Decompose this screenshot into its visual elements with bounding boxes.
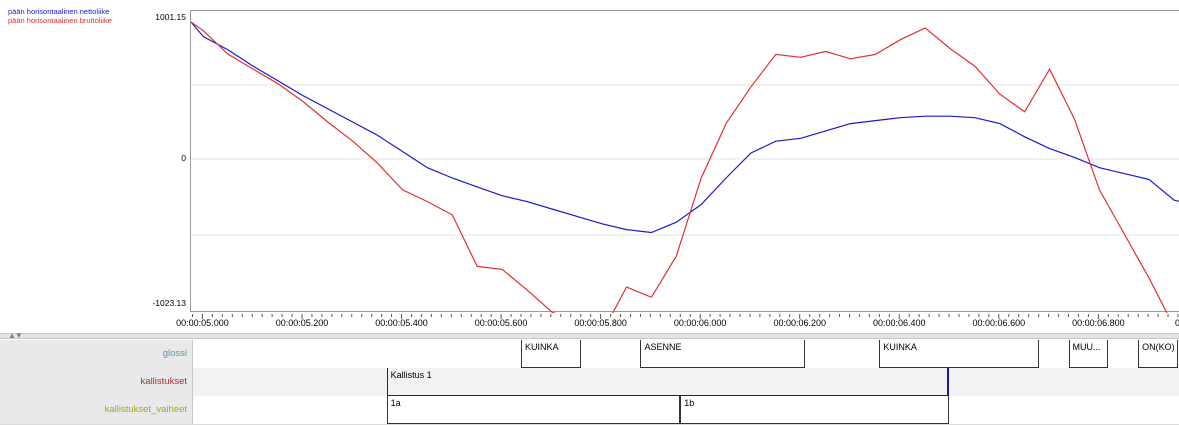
collapse-arrows-icon[interactable]: ▲▼ — [8, 331, 23, 340]
legend-item-brutto: pään horisontaalinen bruttoliike — [8, 16, 112, 25]
annotation-label: Kallistus 1 — [390, 370, 432, 380]
time-tick-label: 00:00:06.000 — [673, 318, 727, 328]
time-tick-label: 0 — [1175, 318, 1179, 328]
series-layer — [191, 21, 1179, 313]
y-axis-zero-label: 0 — [181, 153, 186, 163]
series-line-brutto — [191, 21, 1168, 313]
time-tick-label: 00:00:06.800 — [1072, 318, 1125, 328]
annotation-segment[interactable]: KUINKA — [520, 340, 581, 368]
time-ruler[interactable]: 00:00:05.000 00:00:05.200 00:00:05.400 00:0… — [176, 314, 1179, 333]
panel-divider[interactable]: ▲▼ — [0, 331, 1179, 340]
time-tick-label: 00:00:06.400 — [872, 318, 926, 328]
annotation-label: KUINKA — [883, 342, 917, 352]
annotation-segment[interactable]: MUU... — [1068, 340, 1109, 368]
annotation-segment[interactable]: Kallistus 1 — [386, 368, 950, 396]
time-tick-label: 00:00:05.600 — [474, 318, 528, 328]
tier-row-kallistukset[interactable]: kallistukset Kallistus 1 — [0, 368, 1179, 397]
tier-label[interactable]: kallistukset — [0, 368, 193, 396]
annotation-segment[interactable]: KUINKA — [879, 340, 1039, 368]
annotation-segment[interactable]: ASENNE — [640, 340, 805, 368]
annotation-segment[interactable]: ON(KO) — [1138, 340, 1178, 368]
annotation-segment[interactable]: 1a — [386, 396, 681, 424]
time-tick-label: 00:00:05.800 — [574, 318, 627, 328]
series-line-netto — [191, 21, 1179, 234]
y-axis-min-label: -1023.13 — [152, 298, 186, 308]
time-tick-label: 00:00:05.400 — [375, 318, 428, 328]
time-tick-label: 00:00:06.200 — [773, 318, 826, 328]
signal-plot — [191, 21, 1179, 313]
y-axis-max-label: 1001.15 — [155, 12, 186, 22]
tier-row-glossi[interactable]: glossi KUINKA ASENNE KUINKA MUU... ON(KO) — [0, 340, 1179, 369]
legend-item-netto: pään horisontaalinen nettoliike — [8, 7, 110, 16]
time-tick-label: 00:00:05.200 — [275, 318, 329, 328]
tier-track[interactable]: KUINKA ASENNE KUINKA MUU... ON(KO) — [194, 340, 1179, 368]
time-tick-label: 00:00:05.000 — [176, 318, 229, 328]
annotation-label: 1a — [390, 398, 401, 408]
tier-label[interactable]: glossi — [0, 340, 193, 368]
tier-label[interactable]: kallistukset_vaiheet — [0, 396, 193, 424]
tier-row-kallistukset-vaiheet[interactable]: kallistukset_vaiheet 1a 1b — [0, 396, 1179, 425]
annotation-label: 1b — [684, 398, 695, 408]
annotation-label: ASENNE — [644, 342, 682, 352]
time-tick-label: 00:00:06.600 — [972, 318, 1026, 328]
time-ruler-ticks — [191, 314, 1179, 319]
annotation-label: MUU... — [1072, 342, 1101, 352]
tier-track[interactable]: 1a 1b — [194, 396, 1179, 424]
annotation-label: ON(KO) — [1142, 342, 1175, 352]
signal-plot-panel[interactable] — [190, 10, 1179, 313]
chart-legend: pään horisontaalinen nettoliike pään hor… — [8, 7, 112, 25]
annotation-segment[interactable]: 1b — [680, 396, 950, 424]
annotation-label: KUINKA — [524, 342, 559, 352]
tier-track[interactable]: Kallistus 1 — [194, 368, 1179, 396]
